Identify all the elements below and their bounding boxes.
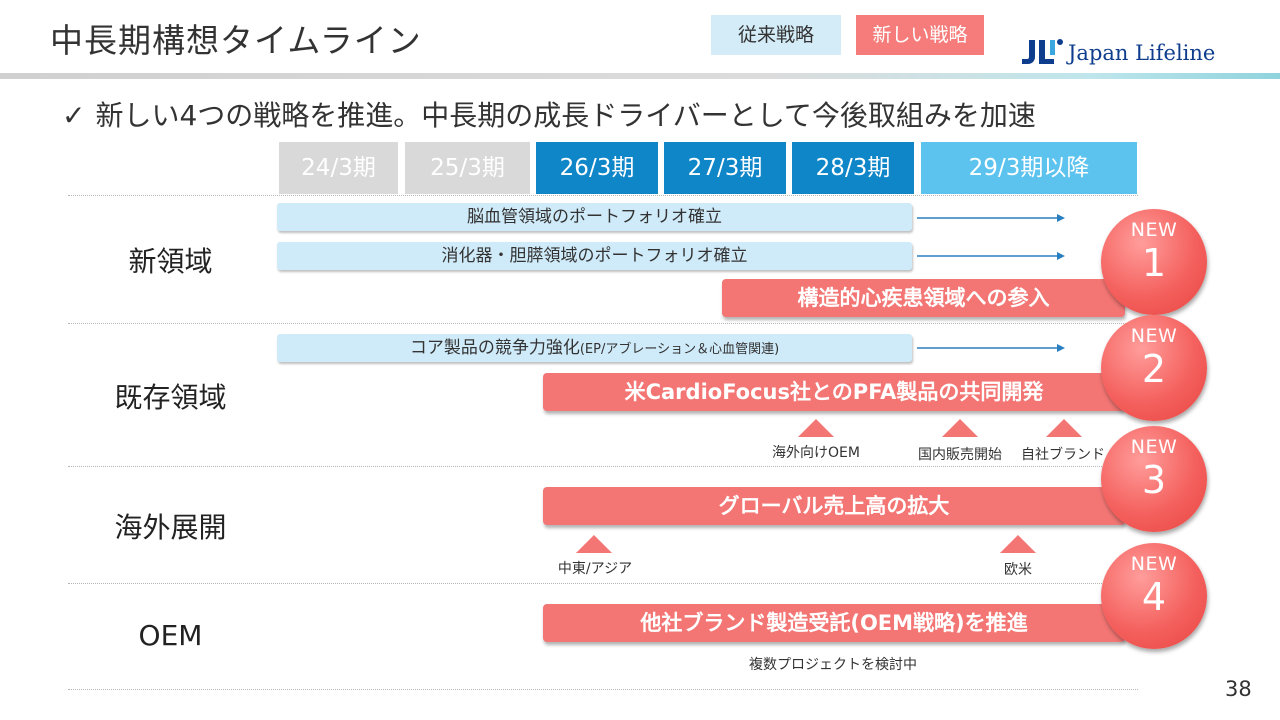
- period-28-3: 28/3期: [792, 142, 914, 194]
- milestone-marker-icon: [1046, 419, 1082, 437]
- milestone-overseas-oem: 海外向けOEM: [772, 445, 860, 461]
- milestone-marker-icon: [798, 419, 834, 437]
- new-badge-number: 3: [1141, 458, 1167, 502]
- jll-logo-icon: [1022, 39, 1063, 64]
- bar-gastro-pancreatic-portfolio: 消化器・胆膵領域のポートフォリオ確立: [277, 242, 912, 270]
- period-29-3-onward: 29/3期以降: [921, 142, 1137, 194]
- continuation-arrow-icon: [917, 214, 1065, 222]
- bar-main-text: コア製品の競争力強化: [409, 338, 580, 358]
- period-27-3: 27/3期: [664, 142, 786, 194]
- company-logo: Japan Lifeline: [1020, 36, 1215, 70]
- bar-cardiofocus-pfa-development: 米CardioFocus社とのPFA製品の共同開発: [543, 373, 1125, 411]
- lead-statement: ✓ 新しい4つの戦略を推進。中長期の成長ドライバーとして今後取組みを加速: [62, 94, 1036, 134]
- bar-global-sales-expansion: グローバル売上高の拡大: [543, 487, 1125, 525]
- row-separator: [68, 583, 1138, 584]
- bar-oem-strategy: 他社ブランド製造受託(OEM戦略)を推進: [543, 604, 1125, 642]
- milestone-middle-east-asia: 中東/アジア: [557, 561, 633, 577]
- new-badge-2: NEW 2: [1101, 315, 1207, 421]
- new-badge-label: NEW: [1130, 219, 1178, 241]
- logo-text: Japan Lifeline: [1068, 41, 1216, 65]
- new-badge-3: NEW 3: [1101, 426, 1207, 532]
- milestone-own-brand: 自社ブランド: [1021, 447, 1105, 463]
- new-badge-4: NEW 4: [1101, 543, 1207, 649]
- new-badge-label: NEW: [1130, 325, 1178, 347]
- new-badge-number: 1: [1141, 241, 1167, 285]
- page-number: 38: [1225, 677, 1252, 701]
- milestone-marker-icon: [576, 535, 612, 553]
- new-badge-label: NEW: [1130, 553, 1178, 575]
- new-badge-1: NEW 1: [1101, 209, 1207, 315]
- new-badge-number: 2: [1141, 347, 1167, 391]
- continuation-arrow-icon: [917, 252, 1065, 260]
- milestone-marker-icon: [942, 419, 978, 437]
- milestone-domestic-launch: 国内販売開始: [918, 447, 1002, 463]
- oem-note: 複数プロジェクトを検討中: [749, 657, 917, 673]
- header-divider: [0, 73, 1280, 79]
- new-badge-label: NEW: [1130, 436, 1178, 458]
- row-separator: [68, 195, 1138, 196]
- bar-sub-text: (EP/アブレーション＆心血管関連): [579, 342, 780, 357]
- milestone-marker-icon: [1000, 535, 1036, 553]
- new-badge-number: 4: [1141, 575, 1167, 619]
- row-separator: [68, 466, 1138, 467]
- legend-existing-strategy: 従来戦略: [711, 15, 841, 55]
- row-label-oem: OEM: [138, 619, 203, 652]
- slide-title: 中長期構想タイムライン: [50, 21, 422, 60]
- row-label-overseas: 海外展開: [114, 511, 227, 544]
- period-24-3: 24/3期: [279, 142, 398, 194]
- continuation-arrow-icon: [917, 344, 1065, 352]
- row-label-new-domain: 新領域: [128, 245, 213, 278]
- checkmark-icon: ✓: [62, 99, 86, 132]
- legend-new-strategy: 新しい戦略: [856, 15, 984, 55]
- bar-structural-heart-entry: 構造的心疾患領域への参入: [722, 279, 1125, 317]
- period-26-3: 26/3期: [536, 142, 658, 194]
- row-separator: [68, 323, 1138, 324]
- bar-cerebrovascular-portfolio: 脳血管領域のポートフォリオ確立: [277, 203, 912, 231]
- period-25-3: 25/3期: [405, 142, 530, 194]
- lead-text: 新しい4つの戦略を推進。中長期の成長ドライバーとして今後取組みを加速: [95, 99, 1036, 132]
- row-separator: [68, 689, 1138, 690]
- row-label-existing-domain: 既存領域: [114, 381, 227, 414]
- milestone-europe-us: 欧米: [1004, 562, 1032, 578]
- bar-core-product-competitiveness: コア製品の競争力強化(EP/アブレーション＆心血管関連): [277, 334, 912, 362]
